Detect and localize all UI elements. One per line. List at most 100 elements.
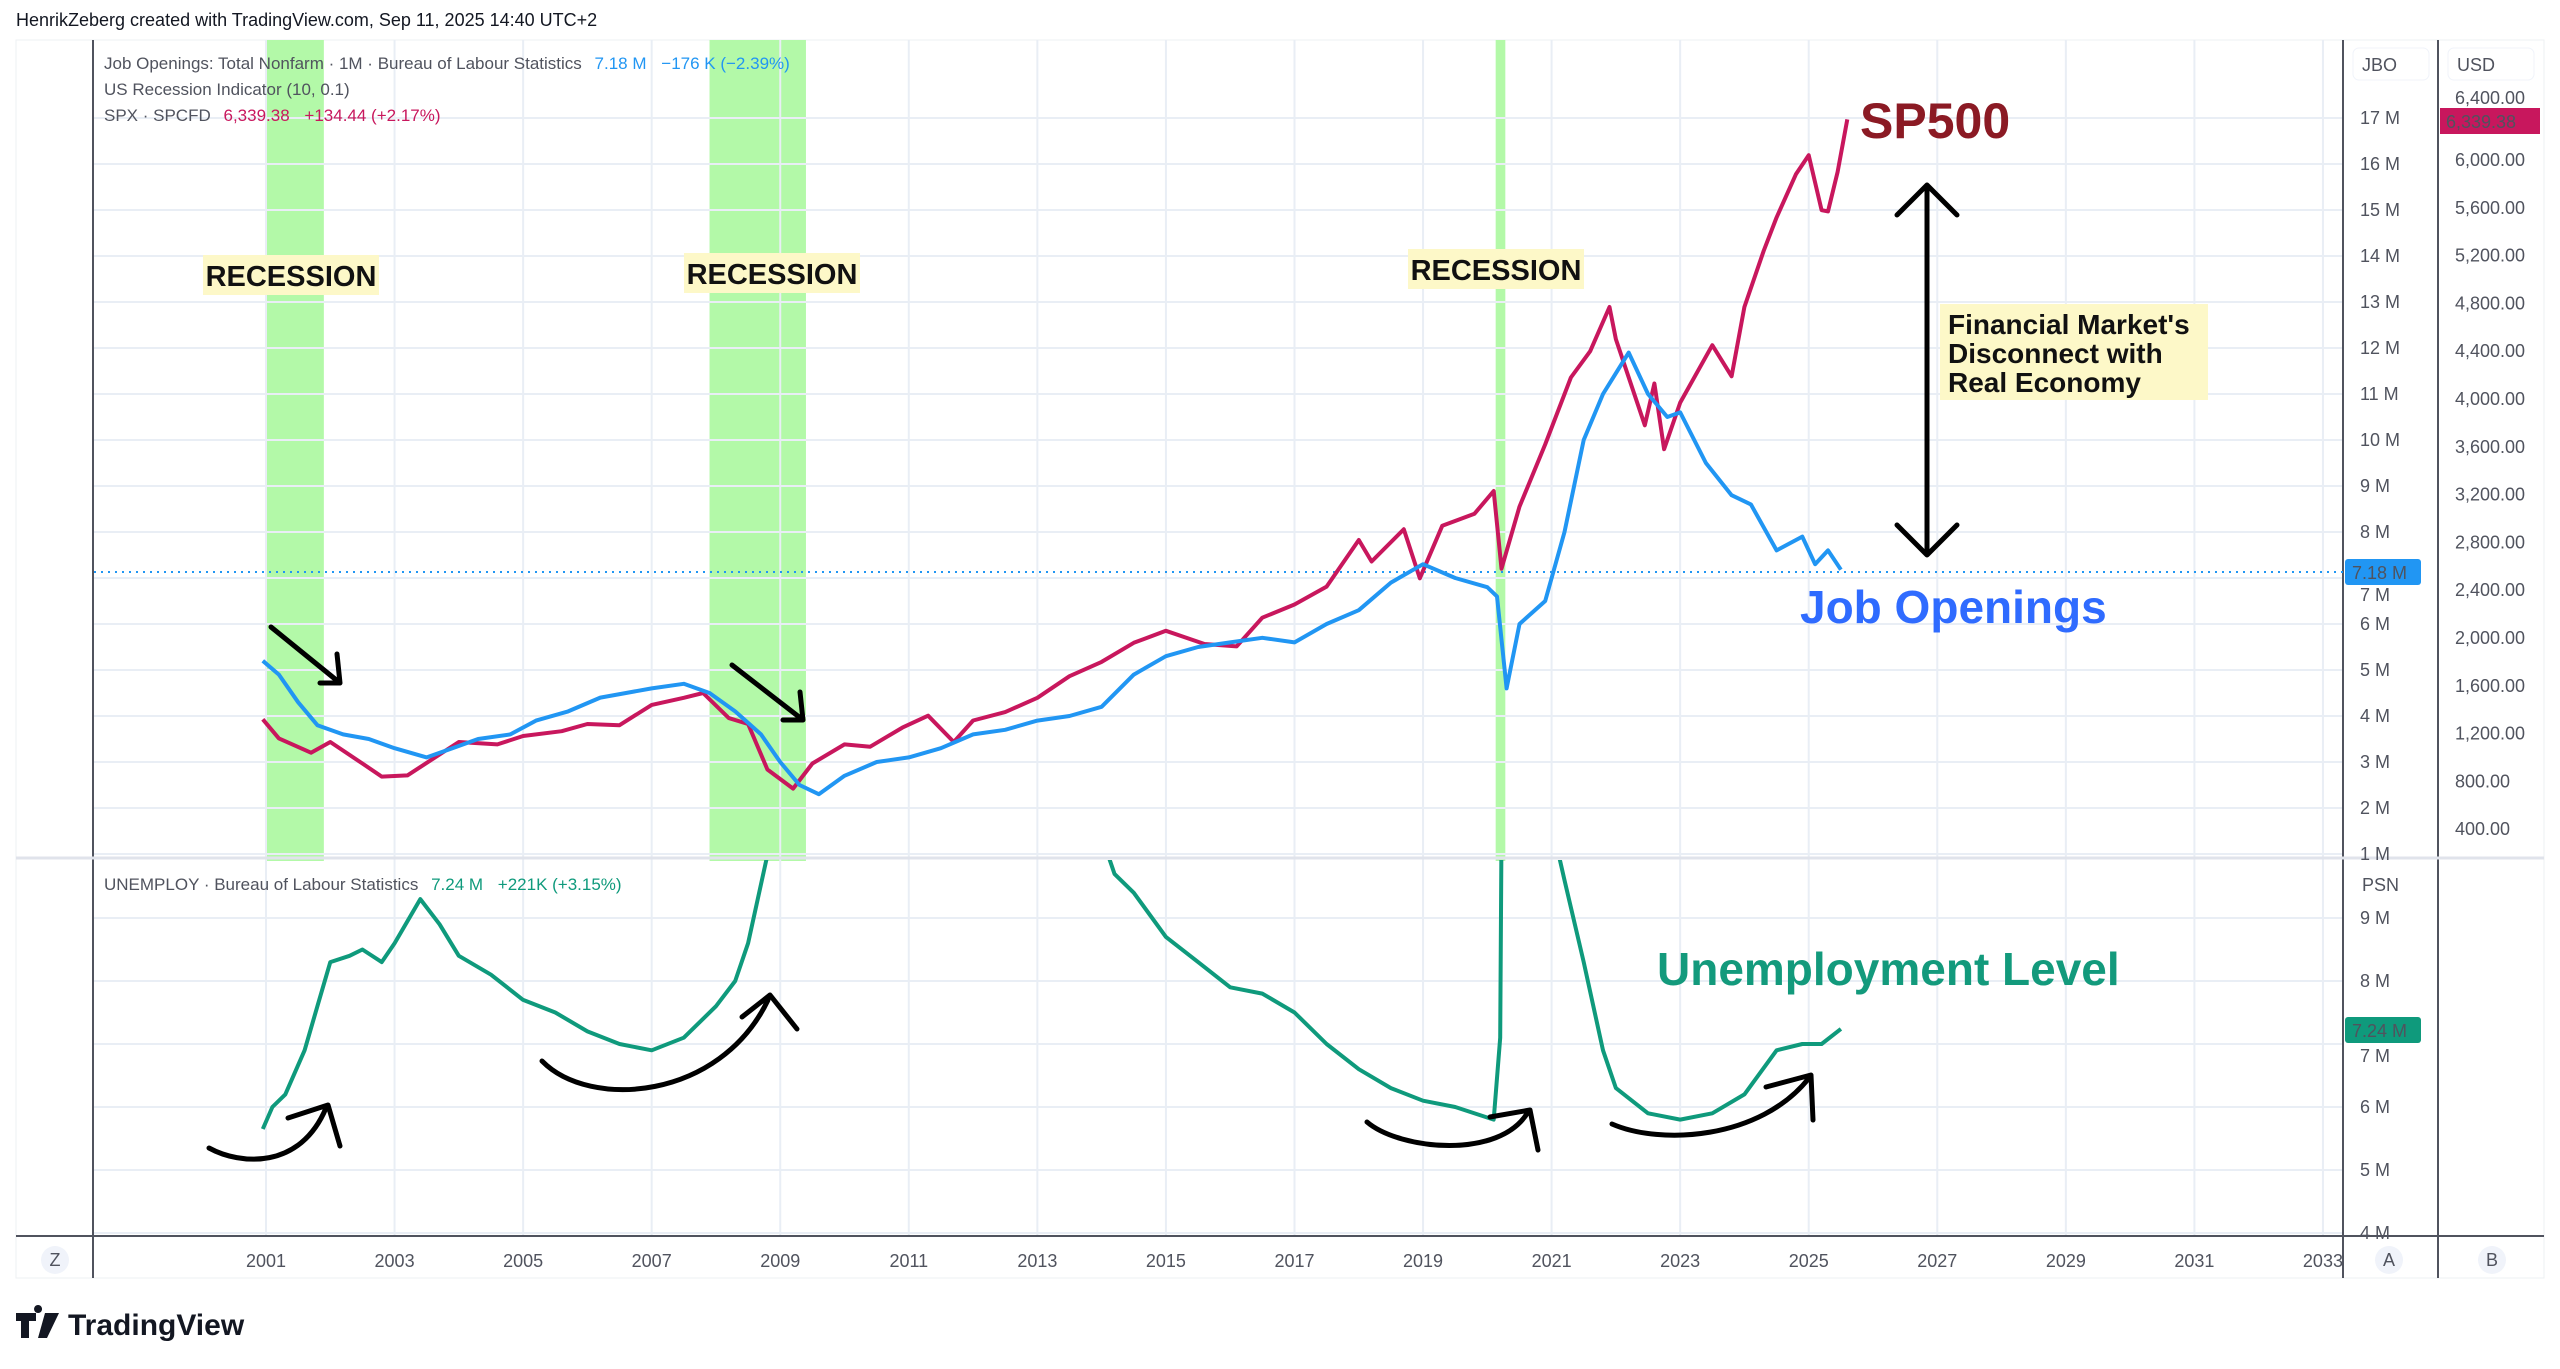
recession-label-bg bbox=[1408, 249, 1584, 289]
year-tick-label: 2013 bbox=[1017, 1251, 1057, 1271]
auto-scale-button[interactable] bbox=[2375, 1246, 2403, 1274]
usd-scale-button[interactable] bbox=[2447, 47, 2535, 81]
legend-jbo-title: Job Openings: Total Nonfarm · 1M · Burea… bbox=[104, 54, 582, 73]
usd-tick-label: 3,600.00 bbox=[2455, 437, 2525, 457]
usd-tick-label: 5,600.00 bbox=[2455, 198, 2525, 218]
recession-label-3[interactable]: RECESSION bbox=[1408, 249, 1584, 289]
jbo-tick-label: 9 M bbox=[2360, 476, 2390, 496]
job-openings-series-line bbox=[261, 350, 1843, 797]
arrow-down-right-icon[interactable] bbox=[729, 662, 806, 723]
auto-scale-label: A bbox=[2383, 1250, 2395, 1270]
disconnect-note[interactable]: Financial Market's Disconnect with Real … bbox=[1940, 304, 2208, 400]
disconnect-note-line: Disconnect with bbox=[1948, 338, 2163, 369]
disconnect-note-line: Financial Market's bbox=[1948, 309, 2190, 340]
year-tick-label: 2011 bbox=[889, 1251, 928, 1271]
psn-scale-label: PSN bbox=[2362, 875, 2399, 895]
year-tick-label: 2023 bbox=[1660, 1251, 1700, 1271]
z-button[interactable] bbox=[41, 1246, 69, 1274]
curved-arrow-up-icon[interactable] bbox=[206, 1102, 343, 1162]
year-tick-label: 2033 bbox=[2303, 1251, 2343, 1271]
arrow-down-right-icon[interactable] bbox=[268, 624, 343, 686]
legend-spx-title: SPX · SPCFD bbox=[104, 106, 211, 125]
jbo-tick-label: 1 M bbox=[2360, 844, 2390, 864]
z-button-label: Z bbox=[50, 1250, 61, 1270]
usd-tick-label: 1,600.00 bbox=[2455, 676, 2525, 696]
recession-label-text: RECESSION bbox=[206, 261, 377, 293]
legend-spx-change: +134.44 (+2.17%) bbox=[304, 106, 440, 125]
unemployment-level-label[interactable]: Unemployment Level bbox=[1657, 943, 2120, 995]
jbo-last-tag bbox=[2345, 559, 2421, 585]
legend-unemploy-change: +221K (+3.15%) bbox=[498, 875, 622, 894]
year-tick-label: 2031 bbox=[2174, 1251, 2214, 1271]
usd-tick-label: 2,000.00 bbox=[2455, 628, 2525, 648]
usd-tick-label: 3,200.00 bbox=[2455, 485, 2525, 505]
year-tick-label: 2015 bbox=[1146, 1251, 1186, 1271]
axis-ticks: 2001 2003 2005 2007 2009 2011 2013 2015 2017 2019… bbox=[246, 88, 2525, 1271]
usd-tick-label: 6,400.00 bbox=[2455, 88, 2525, 108]
curved-arrow-up-icon[interactable] bbox=[1364, 1107, 1541, 1153]
year-tick-label: 2007 bbox=[632, 1251, 672, 1271]
b-button[interactable] bbox=[2478, 1246, 2506, 1274]
usd-tick-label: 800.00 bbox=[2455, 771, 2510, 791]
legend-jbo-value: 7.18 M bbox=[595, 54, 647, 73]
psn-last-tag bbox=[2345, 1017, 2421, 1043]
tradingview-logo-text: TradingView bbox=[68, 1309, 245, 1342]
spx-series-line bbox=[261, 119, 1850, 791]
year-tick-label: 2003 bbox=[375, 1251, 415, 1271]
tradingview-logo-icon bbox=[16, 1305, 59, 1338]
jbo-tick-label: 3 M bbox=[2360, 752, 2390, 772]
jbo-last-tag-text: 7.18 M bbox=[2352, 563, 2407, 583]
disconnect-note-bg bbox=[1940, 304, 2208, 400]
jbo-tick-label: 12 M bbox=[2360, 338, 2400, 358]
attribution-header: HenrikZeberg created with TradingView.co… bbox=[16, 10, 598, 30]
recession-label-bg bbox=[684, 253, 860, 293]
recession-label-bg bbox=[203, 255, 379, 295]
usd-last-tag-text: 6,339.38 bbox=[2446, 112, 2516, 132]
usd-tick-label: 1,200.00 bbox=[2455, 724, 2525, 744]
psn-tick-label: 6 M bbox=[2360, 1097, 2390, 1117]
jbo-tick-label: 10 M bbox=[2360, 430, 2400, 450]
legend-jbo[interactable]: Job Openings: Total Nonfarm · 1M · Burea… bbox=[104, 54, 790, 73]
psn-tick-label: 8 M bbox=[2360, 971, 2390, 991]
usd-tick-label: 4,800.00 bbox=[2455, 293, 2525, 313]
chart-frame bbox=[15, 39, 2545, 1279]
sp500-label[interactable]: SP500 bbox=[1860, 93, 2010, 149]
legend-recession[interactable]: US Recession Indicator (10, 0.1) bbox=[104, 80, 350, 99]
legend-spx-value: 6,339.38 bbox=[223, 106, 289, 125]
usd-tick-label: 6,000.00 bbox=[2455, 150, 2525, 170]
legend-spx[interactable]: SPX · SPCFD 6,339.38 +134.44 (+2.17%) bbox=[104, 106, 441, 125]
jbo-tick-label: 4 M bbox=[2360, 706, 2390, 726]
recession-label-2[interactable]: RECESSION bbox=[684, 253, 860, 293]
job-openings-label[interactable]: Job Openings bbox=[1800, 581, 2107, 633]
tradingview-logo[interactable]: TradingView bbox=[16, 1305, 245, 1342]
year-tick-label: 2019 bbox=[1403, 1251, 1443, 1271]
double-arrow-icon[interactable] bbox=[1894, 182, 1960, 558]
psn-last-tag-text: 7.24 M bbox=[2352, 1021, 2407, 1041]
grid-lines bbox=[94, 40, 2343, 1236]
year-tick-label: 2029 bbox=[2046, 1251, 2086, 1271]
jbo-tick-label: 13 M bbox=[2360, 292, 2400, 312]
jbo-tick-label: 7 M bbox=[2360, 585, 2390, 605]
jbo-scale-button[interactable] bbox=[2352, 47, 2430, 81]
jbo-tick-label: 11 M bbox=[2360, 384, 2399, 404]
disconnect-note-line: Real Economy bbox=[1948, 367, 2141, 398]
curved-arrow-up-icon[interactable] bbox=[539, 992, 800, 1093]
usd-tick-label: 4,400.00 bbox=[2455, 341, 2525, 361]
psn-tick-label: 4 M bbox=[2360, 1223, 2390, 1243]
legend-unemploy-value: 7.24 M bbox=[431, 875, 483, 894]
legend-unemploy[interactable]: UNEMPLOY · Bureau of Labour Statistics 7… bbox=[104, 875, 622, 894]
recession-label-text: RECESSION bbox=[1411, 255, 1582, 287]
jbo-tick-label: 17 M bbox=[2360, 108, 2400, 128]
recession-label-1[interactable]: RECESSION bbox=[203, 255, 379, 295]
jbo-tick-label: 14 M bbox=[2360, 246, 2400, 266]
recession-label-text: RECESSION bbox=[687, 259, 858, 291]
year-tick-label: 2009 bbox=[760, 1251, 800, 1271]
usd-tick-label: 2,800.00 bbox=[2455, 532, 2525, 552]
legend-recession-title: US Recession Indicator (10, 0.1) bbox=[104, 80, 350, 99]
recession-band bbox=[1495, 40, 1506, 857]
year-tick-label: 2021 bbox=[1532, 1251, 1572, 1271]
jbo-tick-label: 15 M bbox=[2360, 200, 2400, 220]
curved-arrow-up-icon[interactable] bbox=[1609, 1072, 1816, 1138]
year-tick-label: 2025 bbox=[1789, 1251, 1829, 1271]
